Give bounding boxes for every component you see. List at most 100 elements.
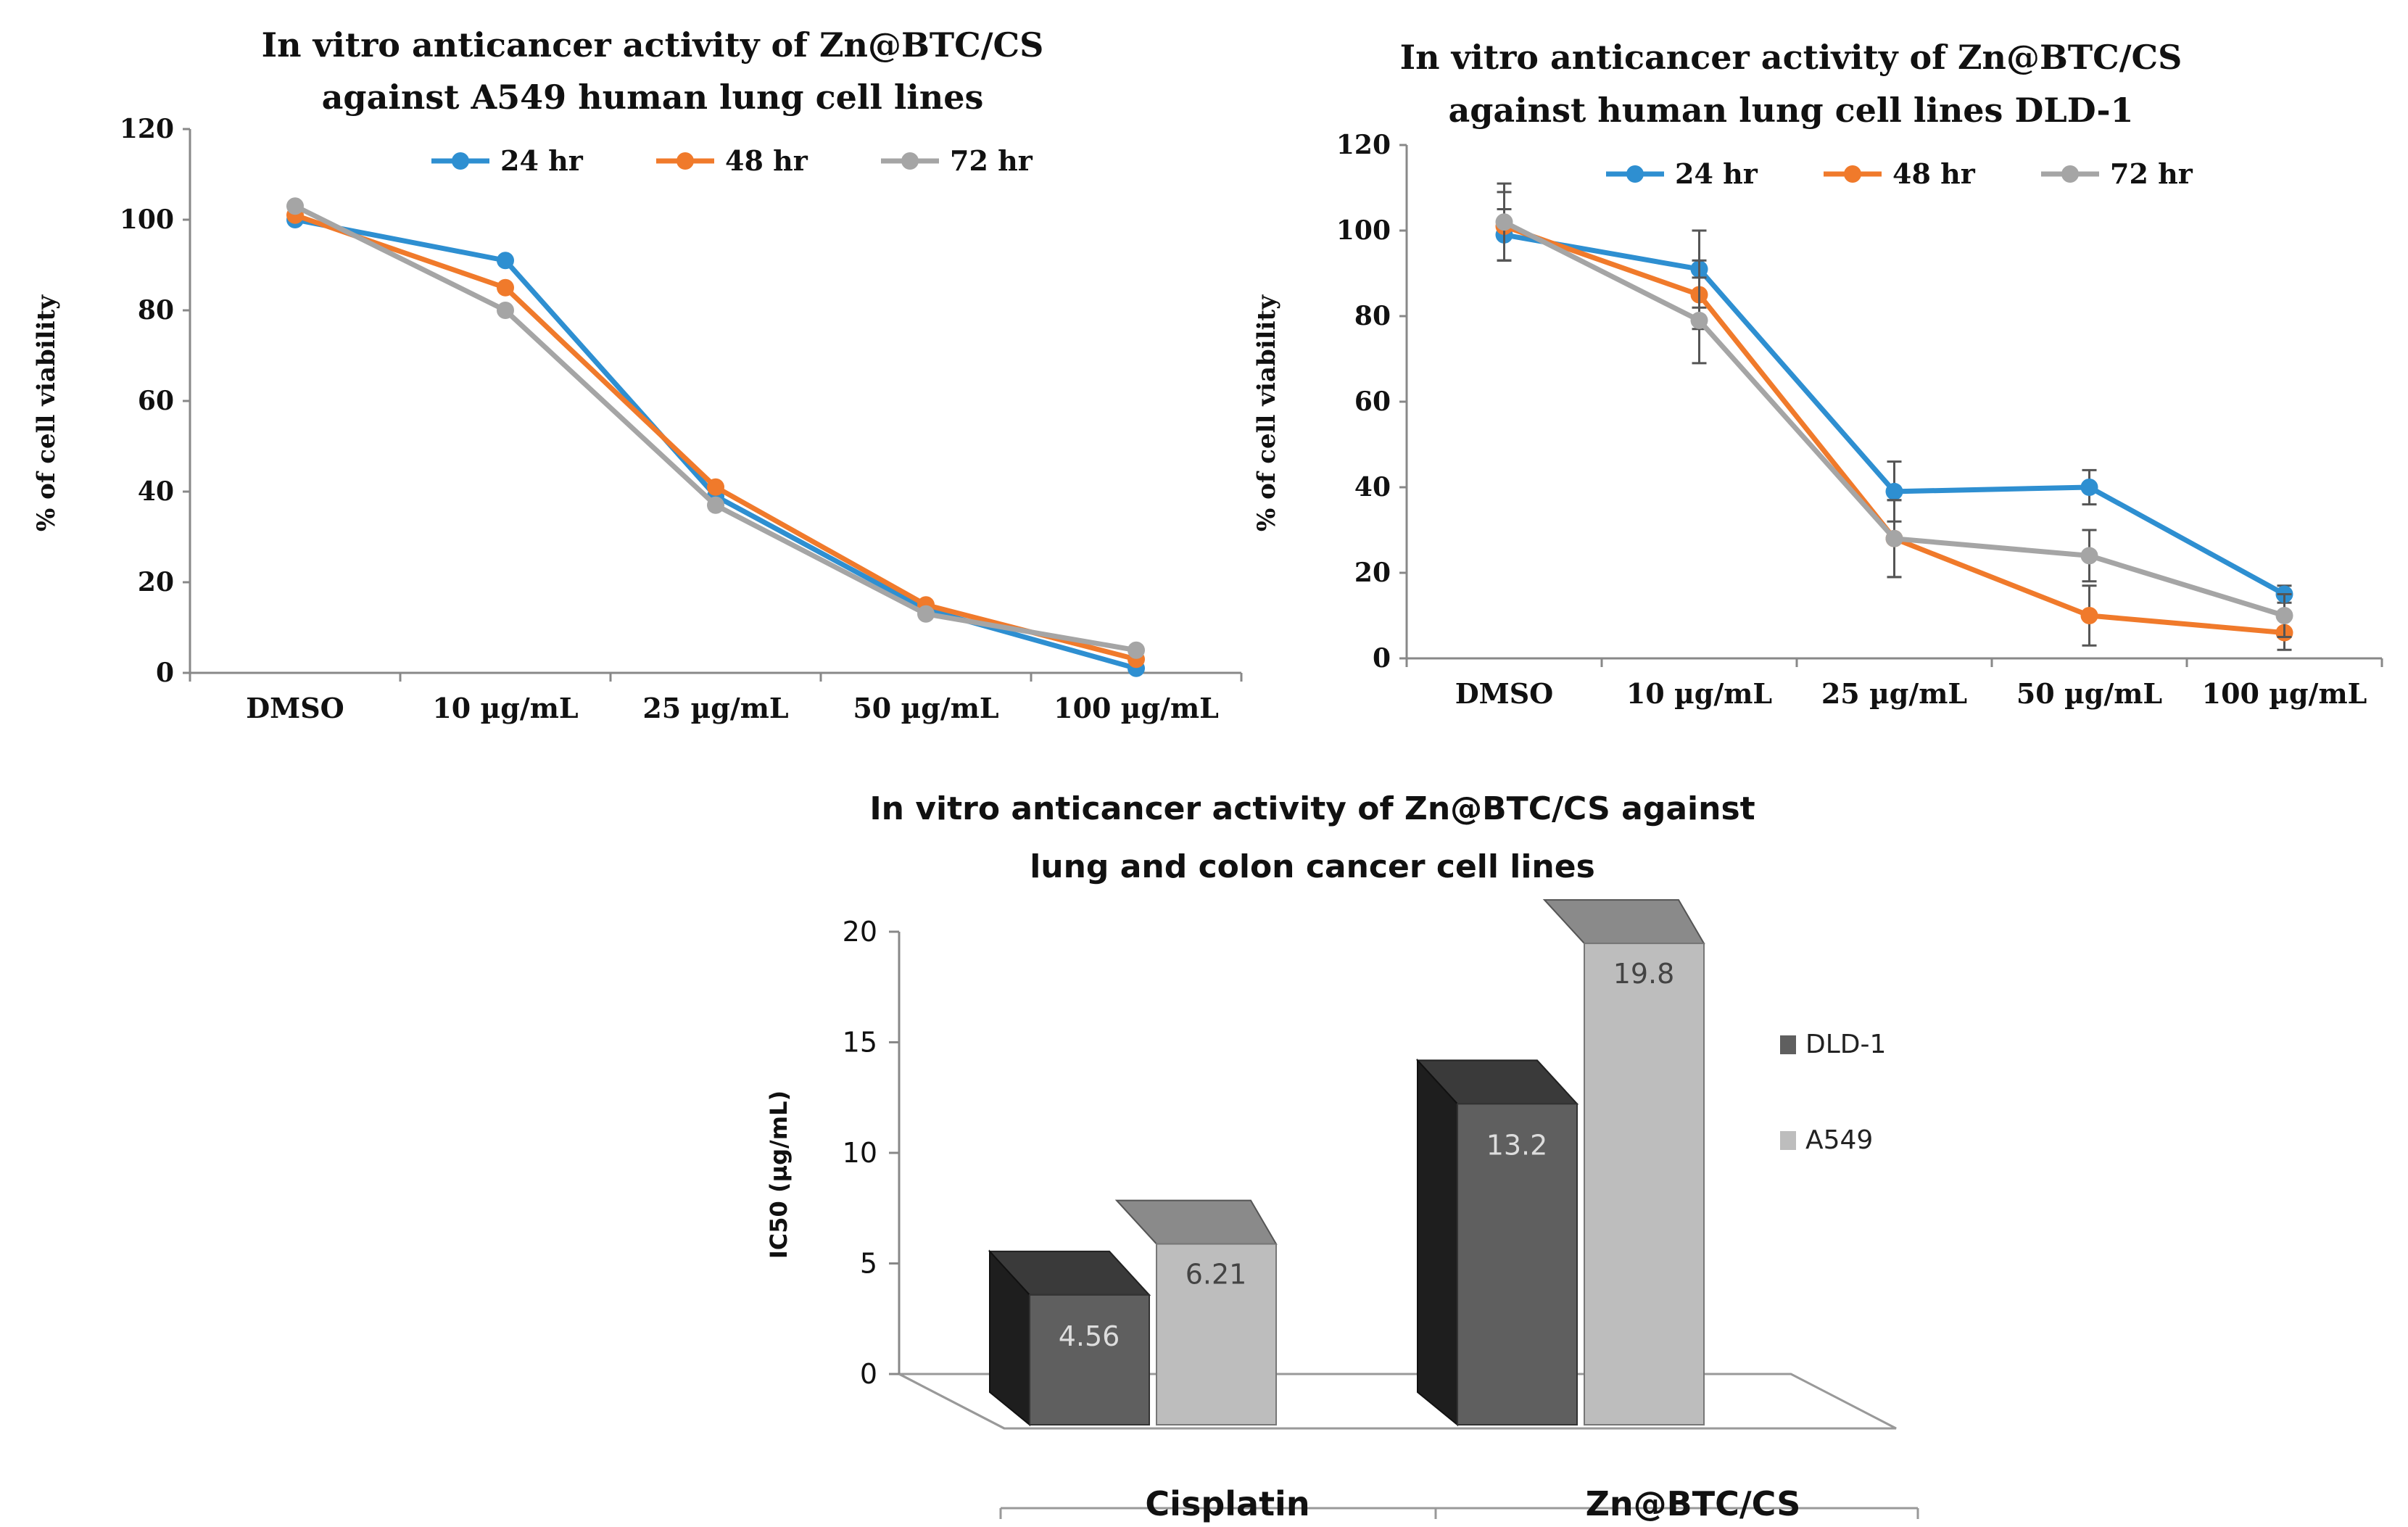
legend-label-0: 24 hr [500, 144, 584, 177]
y-tick-label: 120 [120, 114, 174, 144]
bar-value-label-dld1-1: 13.2 [1486, 1129, 1548, 1161]
legend-swatch-1 [1780, 1131, 1796, 1150]
series-line-1 [294, 212, 1137, 662]
chart2-title-line2: against human lung cell lines DLD-1 [1448, 91, 2133, 130]
y-tick-label: 5 [860, 1248, 877, 1280]
data-point-s2-p0 [286, 197, 304, 215]
chart1-plot-area [286, 197, 1145, 677]
legend-marker-1 [1844, 165, 1861, 183]
legend-label-1: 48 hr [1892, 157, 1976, 190]
category-label-0: Cisplatin [1145, 1484, 1309, 1523]
category-label-1: Zn@BTC/CS [1586, 1484, 1801, 1523]
chart1-axes: 0 20 40 60 80 100 120 DMSO 10 µg/mL 25 µg/mL 50 µg… [120, 114, 1243, 724]
chart-a549-viability: In vitro anticancer activity of Zn@BTC/C… [32, 25, 1243, 724]
y-tick-label: 20 [843, 916, 877, 948]
bar-dld1-1 [1457, 1103, 1578, 1426]
bar-top-a549-1 [1542, 899, 1705, 945]
chart2-legend: 24 hr 48 hr 72 hr [1606, 157, 2193, 190]
x-tick-label: DMSO [1455, 677, 1554, 710]
bar-value-label-a549-1: 19.8 [1613, 958, 1675, 990]
x-tick-label: 50 µg/mL [853, 692, 998, 724]
bar-value-label-dld1-0: 4.56 [1059, 1320, 1120, 1352]
y-tick-label: 60 [138, 386, 174, 416]
y-tick-label: 40 [138, 476, 174, 507]
y-tick-label: 100 [120, 204, 174, 235]
legend-label-0: DLD-1 [1805, 1030, 1886, 1059]
data-point-s2-p1 [1690, 311, 1708, 329]
chart3-legend: DLD-1 A549 [1780, 1030, 1886, 1155]
data-point-s2-p3 [917, 605, 935, 623]
y-tick-label: 10 [843, 1137, 877, 1169]
x-tick-label: DMSO [246, 692, 344, 724]
y-tick-label: 0 [156, 658, 174, 688]
data-point-s0-p3 [2080, 479, 2098, 496]
legend-label-2: 72 hr [950, 144, 1033, 177]
y-tick-label: 0 [860, 1358, 877, 1390]
chart-ic50-bars: In vitro anticancer activity of Zn@BTC/C… [765, 790, 1919, 1523]
data-point-s2-p3 [2080, 547, 2098, 565]
y-tick-label: 20 [138, 567, 174, 597]
legend-marker-0 [1626, 165, 1644, 183]
y-tick-label: 40 [1354, 472, 1391, 502]
series-line-2 [294, 204, 1137, 653]
chart2-plot-area [1495, 182, 2293, 651]
x-tick-label: 100 µg/mL [1054, 692, 1219, 724]
legend-marker-2 [2061, 165, 2079, 183]
x-tick-label: 25 µg/mL [1821, 677, 1967, 710]
chart3-bars: 6.21 4.56 Cisplatin 19.8 13.2 Zn@BTC/CS [988, 899, 1801, 1523]
chart1-title-line2: against A549 human lung cell lines [322, 78, 984, 117]
y-tick-label: 0 [1373, 643, 1391, 674]
y-tick-label: 15 [843, 1027, 877, 1059]
chart3-axes: 0 5 10 15 20 [843, 916, 901, 1390]
legend-label-1: A549 [1805, 1125, 1873, 1155]
chart-dld1-viability: In vitro anticancer activity of Zn@BTC/C… [1252, 38, 2383, 710]
y-tick-label: 60 [1354, 386, 1391, 417]
legend-label-2: 72 hr [2110, 157, 2193, 190]
x-tick-label: 100 µg/mL [2202, 677, 2367, 710]
legend-marker-2 [901, 152, 919, 170]
data-point-s2-p0 [1495, 213, 1513, 231]
legend-label-0: 24 hr [1675, 157, 1758, 190]
bar-a549-1 [1584, 943, 1705, 1425]
series-line-0 [294, 217, 1137, 671]
data-point-s1-p3 [2080, 607, 2098, 624]
chart1-y-axis-label: % of cell viability [32, 294, 61, 531]
data-point-s0-p1 [497, 252, 514, 270]
y-tick-label: 80 [138, 295, 174, 326]
x-tick-label: 50 µg/mL [2016, 677, 2162, 710]
legend-label-1: 48 hr [725, 144, 808, 177]
chart3-title-line2: lung and colon cancer cell lines [1030, 848, 1595, 885]
bar-a549-0 [1156, 1243, 1277, 1425]
y-tick-label: 80 [1354, 301, 1391, 331]
data-point-s2-p4 [1128, 641, 1145, 659]
x-tick-label: 10 µg/mL [432, 692, 578, 724]
y-tick-label: 100 [1336, 215, 1391, 246]
data-point-s1-p1 [497, 278, 514, 297]
legend-marker-0 [452, 152, 469, 170]
y-tick-label: 20 [1354, 558, 1391, 588]
chart2-y-axis-label: % of cell viability [1252, 294, 1281, 531]
chart1-legend: 24 hr 48 hr 72 hr [431, 144, 1033, 177]
data-point-s2-p2 [1885, 529, 1903, 547]
legend-marker-1 [677, 152, 694, 170]
legend-swatch-0 [1780, 1035, 1796, 1054]
chart3-title-line1: In vitro anticancer activity of Zn@BTC/C… [869, 790, 1755, 827]
data-point-s2-p4 [2275, 607, 2293, 624]
chart3-y-axis-label: IC50 (µg/mL) [765, 1091, 793, 1259]
chart2-axes: 0 20 40 60 80 100 120 DMSO 10 µg/mL 25 µg/mL 50 µg… [1336, 130, 2383, 710]
data-point-s0-p2 [1885, 482, 1903, 500]
bar-side-dld1-1 [1417, 1058, 1458, 1427]
data-point-s2-p2 [707, 496, 724, 514]
y-tick-label: 120 [1336, 130, 1391, 160]
x-tick-label: 25 µg/mL [642, 692, 788, 724]
bar-value-label-a549-0: 6.21 [1186, 1259, 1247, 1291]
floor-edge [898, 1373, 1005, 1430]
data-point-s2-p1 [497, 302, 514, 319]
chart2-title-line1: In vitro anticancer activity of Zn@BTC/C… [1400, 38, 2182, 77]
chart1-title-line1: In vitro anticancer activity of Zn@BTC/C… [262, 25, 1044, 65]
x-tick-label: 10 µg/mL [1626, 677, 1772, 710]
bar-dld1-0 [1029, 1294, 1150, 1426]
data-point-s1-p2 [707, 478, 724, 496]
bar-top-a549-0 [1114, 1199, 1278, 1245]
